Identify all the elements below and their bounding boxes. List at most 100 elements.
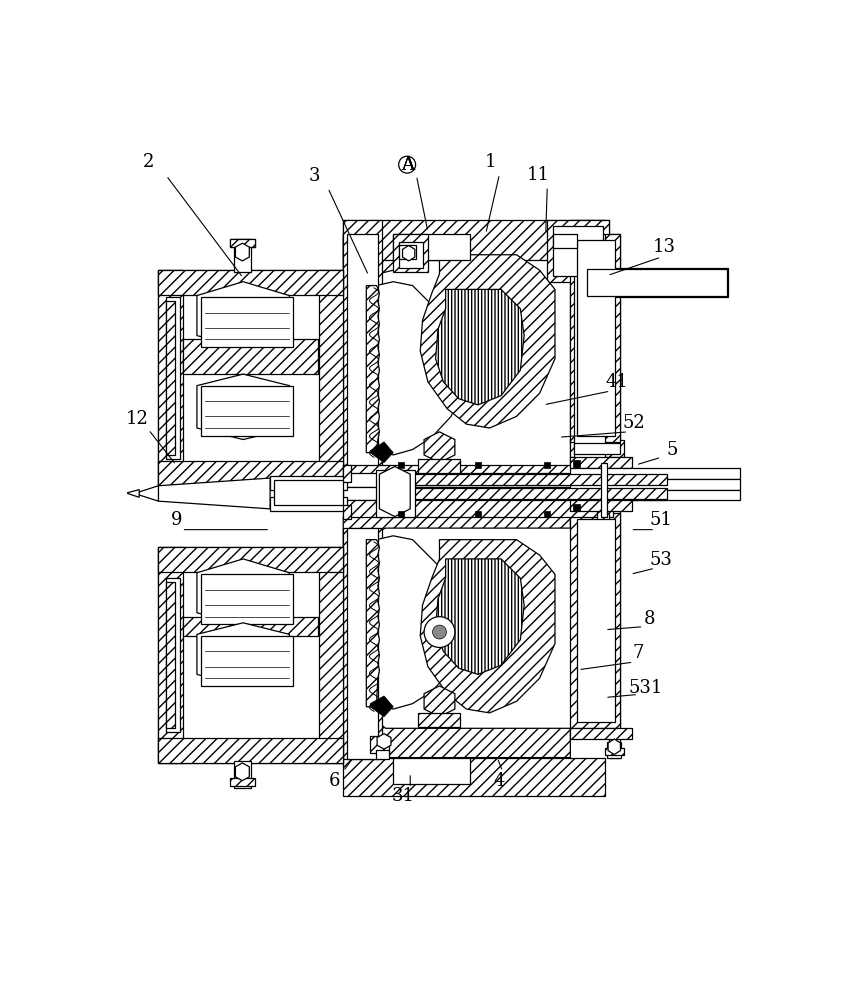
Polygon shape [343, 234, 570, 486]
Bar [377, 750, 388, 759]
Polygon shape [608, 739, 620, 754]
Bar [166, 578, 180, 732]
Polygon shape [139, 486, 158, 501]
Text: 41: 41 [605, 373, 628, 391]
Polygon shape [197, 559, 292, 624]
Text: 12: 12 [126, 410, 149, 428]
Bar [574, 504, 581, 511]
Circle shape [433, 625, 446, 639]
Bar [230, 239, 255, 247]
Bar [394, 234, 428, 272]
Bar [347, 528, 378, 759]
Bar [575, 443, 620, 454]
Polygon shape [420, 540, 555, 713]
Bar [319, 270, 343, 486]
Bar [412, 488, 666, 499]
Bar [553, 226, 603, 276]
Bar [343, 758, 605, 796]
Bar [544, 511, 550, 517]
Bar [234, 761, 251, 788]
Polygon shape [366, 286, 379, 453]
Bar [570, 220, 609, 482]
Bar [574, 460, 581, 466]
Bar [166, 297, 180, 459]
Bar [586, 268, 728, 297]
Bar [158, 547, 343, 763]
Text: 1: 1 [484, 153, 496, 171]
Polygon shape [424, 432, 455, 463]
Bar [158, 461, 343, 486]
Bar [609, 234, 620, 758]
Bar [343, 220, 382, 482]
Text: 4: 4 [494, 772, 505, 790]
Polygon shape [158, 478, 270, 509]
Bar [183, 617, 318, 636]
Text: 53: 53 [649, 551, 672, 569]
Polygon shape [379, 466, 411, 517]
Bar [230, 778, 255, 786]
Bar [201, 574, 293, 624]
Polygon shape [343, 517, 570, 758]
Text: 13: 13 [653, 238, 676, 256]
Bar [400, 242, 422, 268]
Bar [570, 234, 620, 442]
Polygon shape [424, 686, 455, 717]
Bar [158, 270, 343, 295]
Polygon shape [435, 289, 524, 405]
Bar [570, 513, 620, 728]
Bar [575, 234, 605, 473]
Bar [343, 500, 613, 517]
Bar [183, 339, 318, 374]
Bar [587, 269, 727, 296]
Bar [475, 462, 481, 468]
Text: 11: 11 [526, 166, 550, 184]
Polygon shape [128, 490, 139, 497]
Bar [319, 547, 343, 763]
Polygon shape [197, 282, 292, 347]
Bar [394, 234, 470, 260]
Bar [570, 500, 632, 511]
Polygon shape [371, 536, 467, 709]
Bar [570, 728, 632, 739]
Bar [230, 239, 255, 247]
Polygon shape [370, 696, 394, 717]
Text: 52: 52 [622, 414, 645, 432]
Text: 7: 7 [632, 644, 643, 662]
Bar [343, 473, 666, 487]
Text: A: A [400, 156, 414, 174]
Bar [201, 636, 293, 686]
Bar [158, 270, 183, 486]
Text: 9: 9 [170, 511, 182, 529]
Text: 3: 3 [309, 167, 320, 185]
Bar [343, 465, 613, 482]
Bar [343, 465, 351, 482]
Bar [394, 758, 470, 784]
Text: A: A [400, 156, 414, 174]
Bar [598, 459, 609, 520]
Circle shape [424, 617, 455, 647]
Text: 2: 2 [143, 153, 154, 171]
Bar [412, 474, 666, 485]
Polygon shape [366, 540, 379, 707]
Bar [158, 270, 343, 486]
Bar [377, 470, 415, 517]
Bar [343, 505, 351, 519]
Text: 6: 6 [329, 772, 341, 790]
Bar [270, 497, 347, 511]
Bar [570, 457, 632, 468]
Text: 5: 5 [666, 441, 677, 459]
Bar [418, 459, 460, 473]
Polygon shape [371, 282, 467, 455]
Bar [270, 476, 347, 490]
Bar [570, 440, 624, 457]
Bar [234, 239, 251, 272]
Bar [343, 487, 666, 500]
Polygon shape [197, 374, 292, 440]
Bar [605, 748, 624, 755]
Bar [370, 736, 389, 753]
Bar [166, 301, 175, 455]
Polygon shape [235, 243, 249, 261]
Bar [547, 220, 609, 282]
Polygon shape [435, 559, 524, 674]
Bar [475, 511, 481, 517]
